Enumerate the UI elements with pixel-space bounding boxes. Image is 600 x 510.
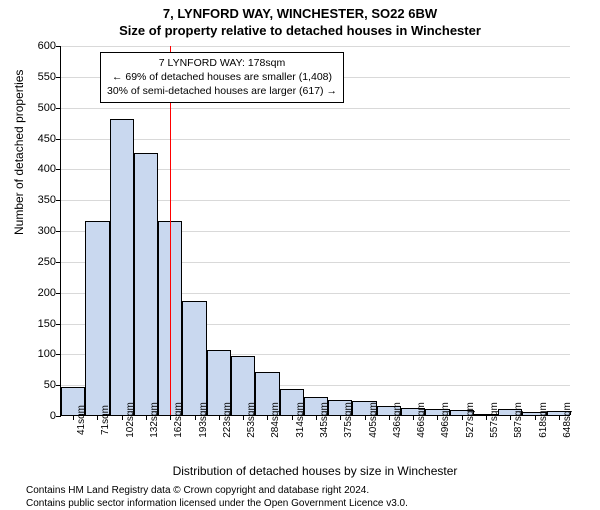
ytick-mark	[56, 293, 61, 294]
xtick-mark	[122, 415, 123, 420]
gridline	[61, 46, 570, 47]
ytick-label: 200	[6, 287, 56, 299]
xtick-mark	[365, 415, 366, 420]
bar	[134, 153, 158, 415]
xtick-mark	[146, 415, 147, 420]
ytick-mark	[56, 354, 61, 355]
ytick-mark	[56, 169, 61, 170]
xtick-label: 314sqm	[295, 402, 306, 438]
xtick-label: 618sqm	[538, 402, 549, 438]
xtick-mark	[413, 415, 414, 420]
xtick-mark	[195, 415, 196, 420]
footer: Contains HM Land Registry data © Crown c…	[26, 484, 600, 510]
xtick-mark	[559, 415, 560, 420]
xtick-label: 253sqm	[246, 402, 257, 438]
ytick-label: 0	[6, 410, 56, 422]
xtick-mark	[170, 415, 171, 420]
xtick-label: 223sqm	[222, 402, 233, 438]
xtick-label: 193sqm	[198, 402, 209, 438]
footer-line-1: Contains HM Land Registry data © Crown c…	[26, 484, 600, 497]
xtick-mark	[316, 415, 317, 420]
ytick-mark	[56, 385, 61, 386]
ytick-mark	[56, 46, 61, 47]
bar	[85, 221, 109, 415]
xtick-mark	[219, 415, 220, 420]
gridline	[61, 139, 570, 140]
bar	[110, 119, 134, 415]
ytick-mark	[56, 231, 61, 232]
xtick-mark	[267, 415, 268, 420]
xtick-label: 102sqm	[125, 402, 136, 438]
x-axis-label: Distribution of detached houses by size …	[60, 464, 570, 478]
xtick-label: 496sqm	[440, 402, 451, 438]
xtick-mark	[510, 415, 511, 420]
annotation-line-3: 30% of semi-detached houses are larger (…	[107, 84, 337, 98]
xtick-label: 527sqm	[465, 402, 476, 438]
xtick-mark	[389, 415, 390, 420]
xtick-label: 587sqm	[513, 402, 524, 438]
xtick-label: 557sqm	[489, 402, 500, 438]
xtick-label: 284sqm	[270, 402, 281, 438]
ytick-label: 600	[6, 40, 56, 52]
xtick-label: 162sqm	[173, 402, 184, 438]
histogram-chart: 7 LYNFORD WAY: 178sqm ← 69% of detached …	[60, 46, 570, 416]
ytick-mark	[56, 262, 61, 263]
ytick-mark	[56, 139, 61, 140]
xtick-mark	[243, 415, 244, 420]
xtick-label: 132sqm	[149, 402, 160, 438]
xtick-label: 71sqm	[100, 405, 111, 435]
ytick-label: 250	[6, 256, 56, 268]
page-title: 7, LYNFORD WAY, WINCHESTER, SO22 6BW	[0, 6, 600, 21]
xtick-mark	[437, 415, 438, 420]
y-axis-label: Number of detached properties	[12, 70, 26, 235]
annotation-line-1: 7 LYNFORD WAY: 178sqm	[107, 56, 337, 70]
xtick-mark	[535, 415, 536, 420]
xtick-mark	[462, 415, 463, 420]
xtick-mark	[73, 415, 74, 420]
bar	[182, 301, 206, 415]
ytick-mark	[56, 200, 61, 201]
xtick-label: 405sqm	[368, 402, 379, 438]
xtick-label: 648sqm	[562, 402, 573, 438]
ytick-label: 100	[6, 348, 56, 360]
annotation-line-2: ← 69% of detached houses are smaller (1,…	[107, 70, 337, 84]
ytick-label: 150	[6, 318, 56, 330]
ytick-mark	[56, 324, 61, 325]
xtick-label: 466sqm	[416, 402, 427, 438]
xtick-mark	[97, 415, 98, 420]
ytick-label: 50	[6, 379, 56, 391]
annotation-box: 7 LYNFORD WAY: 178sqm ← 69% of detached …	[100, 52, 344, 103]
xtick-label: 41sqm	[76, 405, 87, 435]
xtick-mark	[486, 415, 487, 420]
chart-subtitle: Size of property relative to detached ho…	[0, 23, 600, 38]
ytick-mark	[56, 416, 61, 417]
ytick-mark	[56, 77, 61, 78]
footer-line-2: Contains public sector information licen…	[26, 497, 600, 510]
xtick-mark	[292, 415, 293, 420]
gridline	[61, 108, 570, 109]
xtick-label: 345sqm	[319, 402, 330, 438]
xtick-label: 436sqm	[392, 402, 403, 438]
xtick-mark	[340, 415, 341, 420]
xtick-label: 375sqm	[343, 402, 354, 438]
ytick-mark	[56, 108, 61, 109]
